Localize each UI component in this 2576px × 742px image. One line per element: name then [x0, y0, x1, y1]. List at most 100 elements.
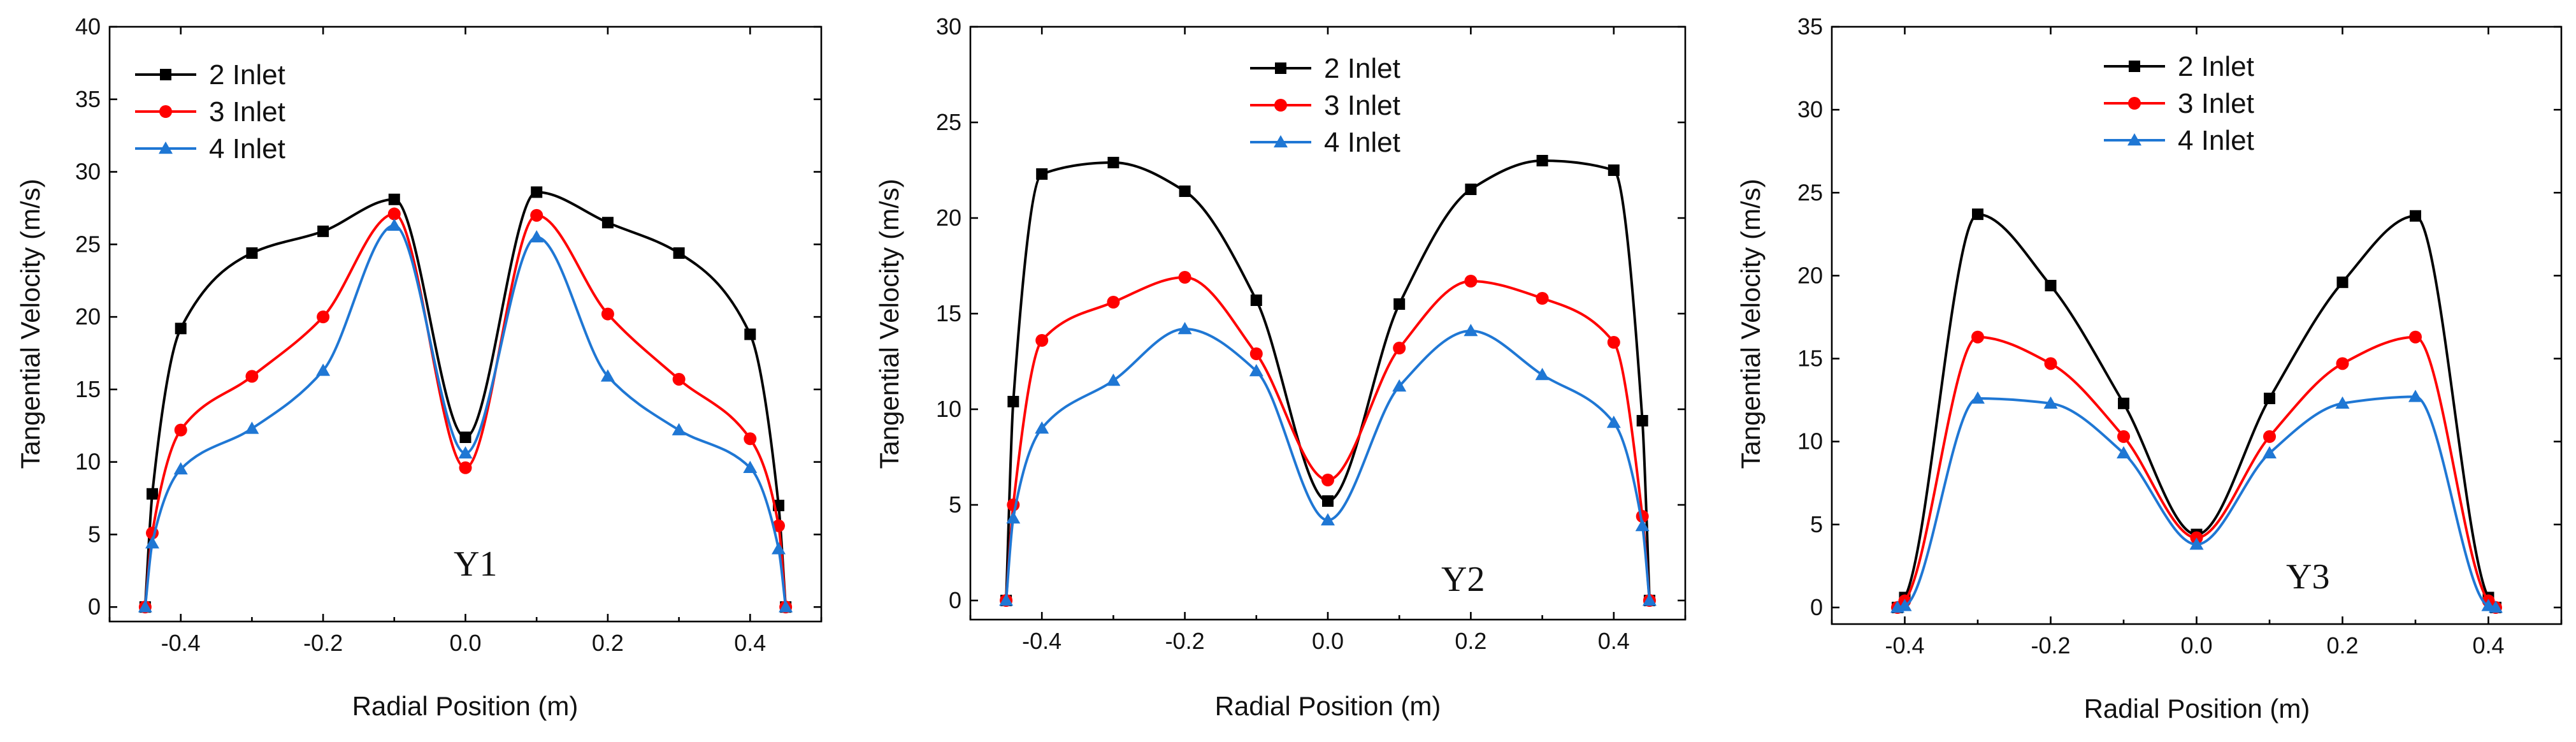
data-point-3-inlet [1536, 292, 1549, 305]
data-point-4-inlet [1177, 322, 1192, 335]
data-point-2-inlet [1636, 415, 1648, 426]
data-point-3-inlet [174, 423, 187, 437]
data-point-4-inlet [245, 421, 259, 434]
series-3-inlet [138, 207, 793, 614]
data-point-2-inlet [1250, 295, 1262, 306]
data-point-2-inlet [459, 431, 471, 443]
x-tick-label: 0.0 [2180, 632, 2212, 658]
data-point-3-inlet [601, 307, 614, 321]
data-point-4-inlet [1035, 421, 1049, 434]
data-point-2-inlet [1007, 396, 1019, 407]
data-point-2-inlet [2118, 397, 2129, 409]
data-point-4-inlet [1464, 324, 1478, 337]
legend-label-4-inlet: 4 Inlet [1324, 127, 1400, 158]
legend-item-4-inlet: 4 Inlet [1250, 127, 1400, 158]
y-tick-label: 30 [936, 13, 961, 40]
legend-marker-4-inlet [1274, 135, 1288, 148]
data-point-4-inlet [2488, 600, 2503, 613]
x-axis-ticks: -0.4 -0.2 0.0 0.2 0.4 [108, 27, 823, 656]
data-point-2-inlet [1107, 157, 1119, 168]
y-tick-label: 0 [949, 587, 961, 613]
data-point-3-inlet [1971, 330, 1984, 344]
data-point-2-inlet [388, 193, 400, 205]
y-tick-label: 5 [1810, 511, 1823, 537]
legend-marker-4-inlet [159, 142, 173, 154]
x-tick-label: -0.4 [1885, 632, 1924, 658]
data-point-3-inlet [1393, 342, 1406, 354]
x-axis-title: Radial Position (m) [2084, 694, 2310, 724]
data-point-4-inlet [2263, 446, 2277, 459]
series-layer [1890, 208, 2503, 614]
data-point-3-inlet [245, 370, 259, 383]
data-point-2-inlet [531, 186, 543, 198]
data-point-3-inlet [530, 208, 543, 222]
data-point-4-inlet [529, 229, 544, 243]
y-axis-title: Tangential Velocity (m/s) [1736, 178, 1766, 469]
data-point-4-inlet [1635, 519, 1650, 532]
legend-item-2-inlet: 2 Inlet [1250, 53, 1400, 84]
y-tick-label: 10 [936, 396, 961, 422]
legend: 2 Inlet 3 Inlet 4 Inlet [135, 59, 285, 164]
data-point-2-inlet [147, 488, 159, 500]
chart-panel-y1: 0 5 10 15 20 25 30 35 40 -0.4 -0.2 0.0 0.2 0.4 Tange… [15, 13, 823, 721]
y-tick-label: 20 [936, 205, 961, 231]
data-point-2-inlet [2410, 210, 2421, 222]
series-2-inlet [1000, 155, 1655, 606]
y-tick-label: 25 [936, 109, 961, 135]
legend-item-4-inlet: 4 Inlet [2104, 125, 2254, 156]
data-point-3-inlet [317, 310, 330, 324]
data-point-3-inlet [672, 372, 686, 386]
y-tick-label: 15 [1797, 346, 1823, 372]
x-tick-label: 0.4 [1598, 628, 1630, 654]
data-point-4-inlet [1535, 368, 1550, 381]
data-point-3-inlet [2044, 357, 2057, 370]
y-tick-label: 0 [88, 593, 101, 620]
data-point-2-inlet [1536, 155, 1548, 166]
y-axis-title: Tangential Velocity (m/s) [15, 178, 45, 469]
data-point-4-inlet [145, 536, 160, 549]
data-point-4-inlet [458, 446, 473, 459]
data-point-3-inlet [1035, 334, 1049, 347]
legend-marker-2-inlet [2129, 61, 2140, 72]
x-tick-label: 0.2 [1455, 628, 1486, 654]
data-point-3-inlet [2117, 430, 2130, 443]
data-point-3-inlet [2409, 330, 2422, 344]
legend-marker-2-inlet [160, 69, 171, 80]
data-point-2-inlet [1179, 186, 1191, 197]
data-point-2-inlet [1393, 298, 1406, 310]
data-point-3-inlet [772, 519, 785, 532]
legend: 2 Inlet 3 Inlet 4 Inlet [2104, 51, 2254, 156]
data-point-3-inlet [1249, 347, 1263, 360]
data-point-3-inlet [1107, 296, 1120, 309]
y-axis-ticks: 0 5 10 15 20 25 30 35 40 [75, 13, 821, 620]
legend-marker-3-inlet [1274, 99, 1287, 112]
x-axis-ticks: -0.4 -0.2 0.0 0.2 0.4 [1831, 27, 2563, 658]
y-axis-ticks: 0 5 10 15 20 25 30 35 [1797, 13, 2561, 620]
x-tick-label: 0.0 [1312, 628, 1344, 654]
data-point-2-inlet [2264, 393, 2275, 405]
legend-item-3-inlet: 3 Inlet [1250, 90, 1400, 121]
legend: 2 Inlet 3 Inlet 4 Inlet [1250, 53, 1400, 158]
series-4-inlet [138, 218, 793, 613]
legend-item-4-inlet: 4 Inlet [135, 133, 285, 164]
panel-label: Y1 [454, 544, 497, 584]
data-point-2-inlet [2336, 276, 2349, 288]
data-point-2-inlet [673, 247, 685, 259]
x-axis-title: Radial Position (m) [1215, 691, 1441, 721]
y-tick-label: 15 [75, 376, 101, 402]
y-tick-label: 20 [75, 303, 101, 330]
data-point-2-inlet [1036, 168, 1048, 180]
legend-marker-2-inlet [1275, 62, 1286, 74]
series-4-inlet [999, 322, 1657, 606]
data-point-3-inlet [387, 207, 401, 221]
data-point-4-inlet [1106, 374, 1121, 386]
data-point-4-inlet [316, 363, 331, 376]
y-tick-label: 35 [75, 86, 101, 112]
y-axis-title: Tangential Velocity (m/s) [874, 178, 904, 469]
x-tick-label: 0.2 [2326, 632, 2358, 658]
y-tick-label: 5 [949, 491, 961, 518]
chart-panel-y2: 0 5 10 15 20 25 30 -0.4 -0.2 0.0 0.2 0.4 Tangentia… [874, 13, 1687, 721]
data-point-3-inlet [744, 432, 757, 446]
data-point-4-inlet [1392, 379, 1407, 392]
